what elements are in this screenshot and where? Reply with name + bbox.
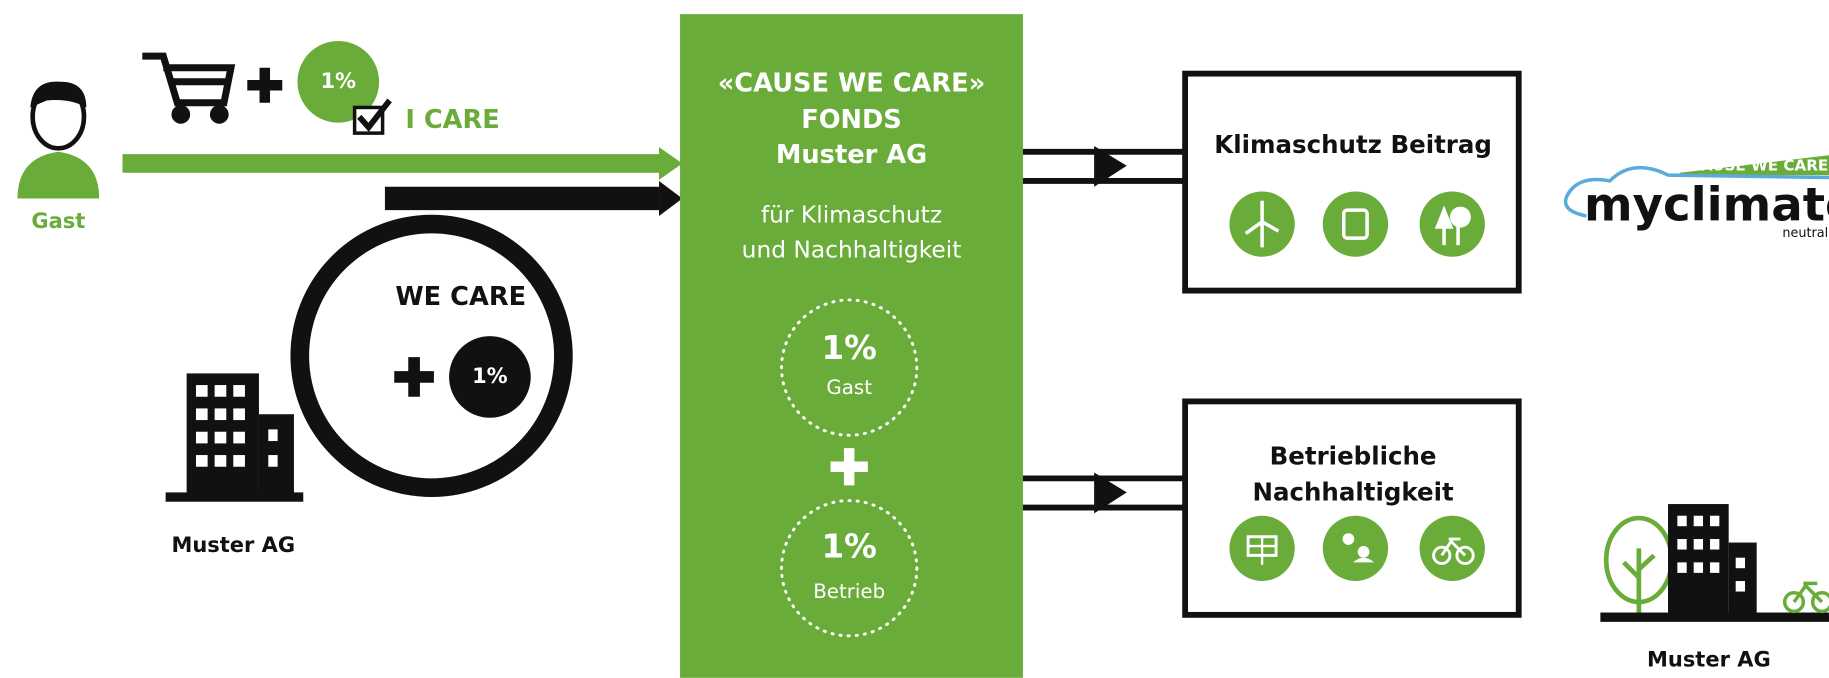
guest-arrow bbox=[122, 147, 682, 180]
logo-text: myclimate bbox=[1584, 178, 1829, 232]
guest-icon bbox=[17, 82, 99, 199]
company-percent: 1% bbox=[472, 364, 508, 388]
company-arrow bbox=[300, 181, 683, 488]
logo-tag-text: CAUSE WE CARE bbox=[1690, 156, 1828, 174]
fund-subtitle: FONDS bbox=[801, 105, 902, 135]
page: Gast 1% I CARE WE CARE 1% Muster AG «CAU… bbox=[0, 0, 1829, 678]
plus-icon bbox=[394, 357, 434, 397]
target-box bbox=[1185, 74, 1519, 291]
guest-label: Gast bbox=[31, 209, 85, 233]
target-title: Nachhaltigkeit bbox=[1252, 478, 1454, 507]
fund-purpose: für Klimaschutz bbox=[761, 201, 942, 228]
building-icon bbox=[166, 373, 304, 501]
target-box bbox=[1185, 401, 1519, 614]
fund-purpose: und Nachhaltigkeit bbox=[742, 236, 962, 263]
target-icons bbox=[1229, 191, 1484, 256]
fund-title: «CAUSE WE CARE» bbox=[718, 69, 986, 99]
diagram: Gast 1% I CARE WE CARE 1% Muster AG «CAU… bbox=[0, 0, 1829, 678]
target-title: Klimaschutz Beitrag bbox=[1214, 130, 1492, 159]
i-care-label: I CARE bbox=[405, 105, 499, 135]
guest-percent: 1% bbox=[320, 69, 356, 93]
share-label: Gast bbox=[826, 376, 872, 399]
target-icons bbox=[1229, 516, 1484, 581]
flow-arrow bbox=[1023, 146, 1184, 513]
share-label: Betrieb bbox=[813, 580, 885, 603]
share-percent: 1% bbox=[821, 527, 876, 565]
fund-owner: Muster AG bbox=[776, 140, 927, 170]
sustainable-building-icon bbox=[1600, 504, 1829, 622]
plus-icon bbox=[247, 68, 282, 103]
logo-subline: neutral bbox=[1782, 226, 1828, 241]
target-title: Betriebliche bbox=[1270, 441, 1437, 470]
result-label: Muster AG bbox=[1647, 647, 1771, 671]
company-label: Muster AG bbox=[171, 533, 295, 557]
cart-icon bbox=[142, 56, 231, 120]
share-percent: 1% bbox=[821, 329, 876, 367]
we-care-label: WE CARE bbox=[395, 282, 526, 312]
